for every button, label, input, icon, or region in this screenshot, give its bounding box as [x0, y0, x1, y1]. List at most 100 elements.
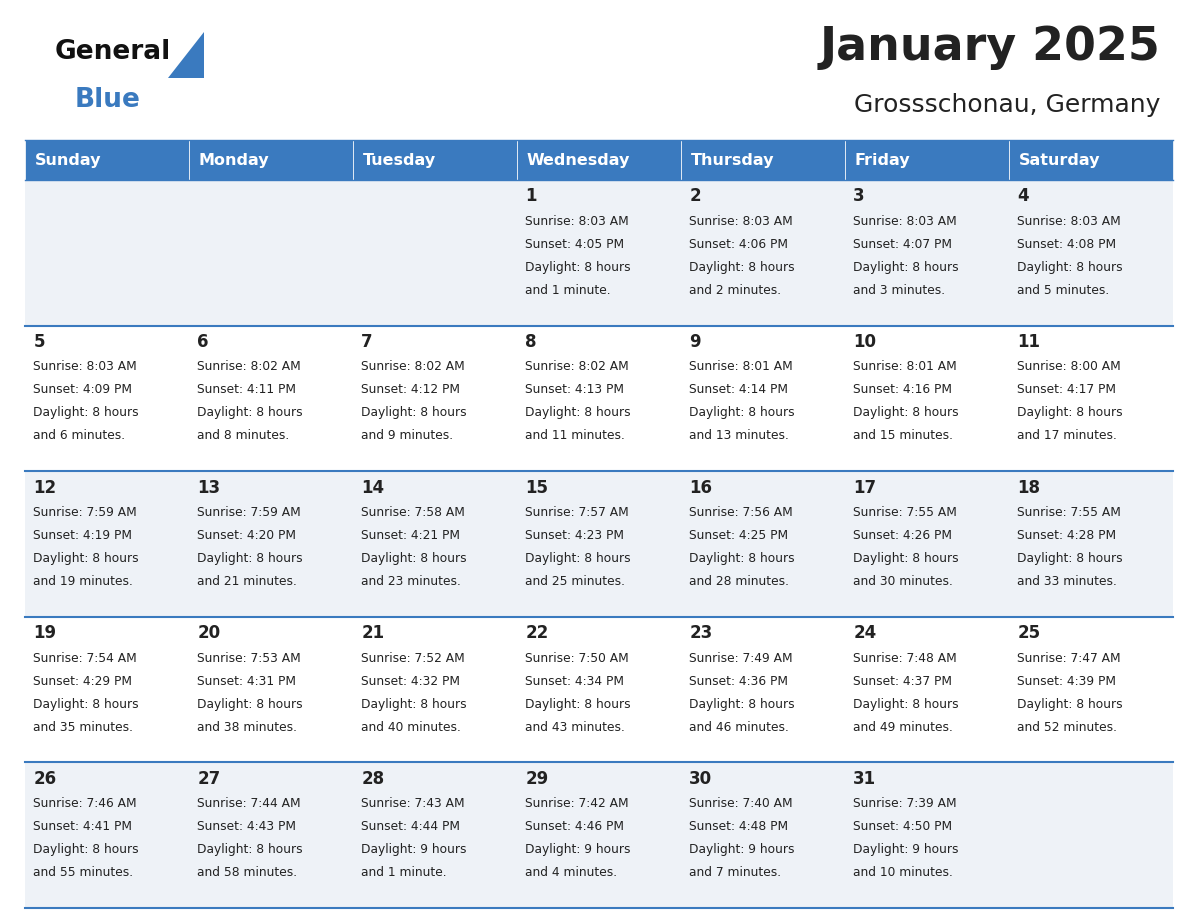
- FancyBboxPatch shape: [25, 140, 189, 180]
- Text: Sunset: 4:16 PM: Sunset: 4:16 PM: [853, 384, 953, 397]
- Text: 12: 12: [33, 478, 57, 497]
- FancyBboxPatch shape: [681, 140, 845, 180]
- Text: 21: 21: [361, 624, 385, 643]
- Text: 31: 31: [853, 770, 877, 788]
- Text: and 7 minutes.: and 7 minutes.: [689, 867, 782, 879]
- Text: and 25 minutes.: and 25 minutes.: [525, 575, 625, 588]
- Text: January 2025: January 2025: [819, 26, 1159, 71]
- Text: Sunset: 4:32 PM: Sunset: 4:32 PM: [361, 675, 460, 688]
- FancyBboxPatch shape: [517, 617, 681, 763]
- Text: Sunset: 4:20 PM: Sunset: 4:20 PM: [197, 529, 296, 542]
- Text: Daylight: 8 hours: Daylight: 8 hours: [689, 261, 795, 274]
- Text: Sunrise: 8:02 AM: Sunrise: 8:02 AM: [197, 361, 301, 374]
- Text: 28: 28: [361, 770, 385, 788]
- FancyBboxPatch shape: [353, 326, 517, 471]
- Text: Sunrise: 7:40 AM: Sunrise: 7:40 AM: [689, 798, 792, 811]
- Text: and 9 minutes.: and 9 minutes.: [361, 430, 454, 442]
- FancyBboxPatch shape: [353, 471, 517, 617]
- Text: Wednesday: Wednesday: [526, 152, 630, 167]
- FancyBboxPatch shape: [681, 180, 845, 326]
- Text: Blue: Blue: [75, 87, 141, 113]
- Text: 27: 27: [197, 770, 221, 788]
- Text: Saturday: Saturday: [1018, 152, 1100, 167]
- Text: 19: 19: [33, 624, 57, 643]
- Text: Sunrise: 8:02 AM: Sunrise: 8:02 AM: [361, 361, 465, 374]
- Text: 11: 11: [1017, 333, 1041, 351]
- Text: and 35 minutes.: and 35 minutes.: [33, 721, 133, 733]
- Text: Sunset: 4:12 PM: Sunset: 4:12 PM: [361, 384, 460, 397]
- FancyBboxPatch shape: [25, 326, 189, 471]
- Text: and 3 minutes.: and 3 minutes.: [853, 284, 946, 297]
- Text: Sunset: 4:17 PM: Sunset: 4:17 PM: [1017, 384, 1117, 397]
- Text: and 55 minutes.: and 55 minutes.: [33, 867, 133, 879]
- Text: Sunrise: 7:54 AM: Sunrise: 7:54 AM: [33, 652, 137, 665]
- Text: Sunrise: 7:50 AM: Sunrise: 7:50 AM: [525, 652, 630, 665]
- Text: Sunset: 4:43 PM: Sunset: 4:43 PM: [197, 821, 296, 834]
- FancyBboxPatch shape: [1009, 326, 1173, 471]
- Text: Sunrise: 7:43 AM: Sunrise: 7:43 AM: [361, 798, 465, 811]
- Text: Sunrise: 7:39 AM: Sunrise: 7:39 AM: [853, 798, 958, 811]
- Text: General: General: [55, 39, 171, 65]
- FancyBboxPatch shape: [353, 180, 517, 326]
- Text: and 21 minutes.: and 21 minutes.: [197, 575, 297, 588]
- Text: Daylight: 8 hours: Daylight: 8 hours: [361, 698, 467, 711]
- Text: and 52 minutes.: and 52 minutes.: [1017, 721, 1118, 733]
- Text: Daylight: 8 hours: Daylight: 8 hours: [1017, 698, 1123, 711]
- FancyBboxPatch shape: [25, 763, 189, 908]
- Text: and 10 minutes.: and 10 minutes.: [853, 867, 953, 879]
- FancyBboxPatch shape: [189, 617, 353, 763]
- Text: 7: 7: [361, 333, 373, 351]
- Text: Sunrise: 7:46 AM: Sunrise: 7:46 AM: [33, 798, 137, 811]
- Text: Sunrise: 8:00 AM: Sunrise: 8:00 AM: [1017, 361, 1121, 374]
- Text: Daylight: 8 hours: Daylight: 8 hours: [689, 407, 795, 420]
- Text: Daylight: 8 hours: Daylight: 8 hours: [197, 407, 303, 420]
- FancyBboxPatch shape: [681, 471, 845, 617]
- FancyBboxPatch shape: [25, 180, 189, 326]
- Text: Sunset: 4:48 PM: Sunset: 4:48 PM: [689, 821, 789, 834]
- Text: and 1 minute.: and 1 minute.: [361, 867, 447, 879]
- Text: Sunset: 4:26 PM: Sunset: 4:26 PM: [853, 529, 953, 542]
- Text: Daylight: 8 hours: Daylight: 8 hours: [853, 698, 959, 711]
- Text: Sunset: 4:28 PM: Sunset: 4:28 PM: [1017, 529, 1117, 542]
- Text: 9: 9: [689, 333, 701, 351]
- Text: and 5 minutes.: and 5 minutes.: [1017, 284, 1110, 297]
- Text: 24: 24: [853, 624, 877, 643]
- FancyBboxPatch shape: [681, 617, 845, 763]
- Text: Sunset: 4:05 PM: Sunset: 4:05 PM: [525, 238, 625, 251]
- Text: Sunrise: 8:01 AM: Sunrise: 8:01 AM: [689, 361, 794, 374]
- Text: Friday: Friday: [854, 152, 910, 167]
- Text: Sunrise: 7:53 AM: Sunrise: 7:53 AM: [197, 652, 301, 665]
- FancyBboxPatch shape: [845, 180, 1009, 326]
- Text: 29: 29: [525, 770, 549, 788]
- Text: and 30 minutes.: and 30 minutes.: [853, 575, 953, 588]
- Text: Monday: Monday: [198, 152, 270, 167]
- Text: Sunset: 4:09 PM: Sunset: 4:09 PM: [33, 384, 132, 397]
- FancyBboxPatch shape: [517, 763, 681, 908]
- Text: Sunrise: 7:42 AM: Sunrise: 7:42 AM: [525, 798, 628, 811]
- Text: and 2 minutes.: and 2 minutes.: [689, 284, 782, 297]
- Text: 10: 10: [853, 333, 877, 351]
- Text: Daylight: 8 hours: Daylight: 8 hours: [33, 698, 139, 711]
- Text: Sunrise: 7:55 AM: Sunrise: 7:55 AM: [853, 506, 958, 519]
- Text: and 23 minutes.: and 23 minutes.: [361, 575, 461, 588]
- Text: Sunset: 4:29 PM: Sunset: 4:29 PM: [33, 675, 132, 688]
- Text: Sunset: 4:11 PM: Sunset: 4:11 PM: [197, 384, 296, 397]
- Text: Daylight: 9 hours: Daylight: 9 hours: [525, 844, 631, 856]
- Text: 30: 30: [689, 770, 713, 788]
- Text: Sunrise: 8:03 AM: Sunrise: 8:03 AM: [33, 361, 137, 374]
- Text: 3: 3: [853, 187, 865, 206]
- FancyBboxPatch shape: [189, 471, 353, 617]
- Text: Sunrise: 7:48 AM: Sunrise: 7:48 AM: [853, 652, 958, 665]
- Text: 25: 25: [1017, 624, 1041, 643]
- FancyBboxPatch shape: [1009, 180, 1173, 326]
- Text: Sunday: Sunday: [34, 152, 101, 167]
- Text: Sunrise: 8:03 AM: Sunrise: 8:03 AM: [689, 215, 794, 228]
- Polygon shape: [168, 32, 204, 78]
- Text: Daylight: 8 hours: Daylight: 8 hours: [197, 698, 303, 711]
- FancyBboxPatch shape: [681, 326, 845, 471]
- Text: Sunset: 4:25 PM: Sunset: 4:25 PM: [689, 529, 789, 542]
- Text: Sunset: 4:07 PM: Sunset: 4:07 PM: [853, 238, 953, 251]
- Text: and 1 minute.: and 1 minute.: [525, 284, 611, 297]
- Text: Sunset: 4:08 PM: Sunset: 4:08 PM: [1017, 238, 1117, 251]
- FancyBboxPatch shape: [1009, 617, 1173, 763]
